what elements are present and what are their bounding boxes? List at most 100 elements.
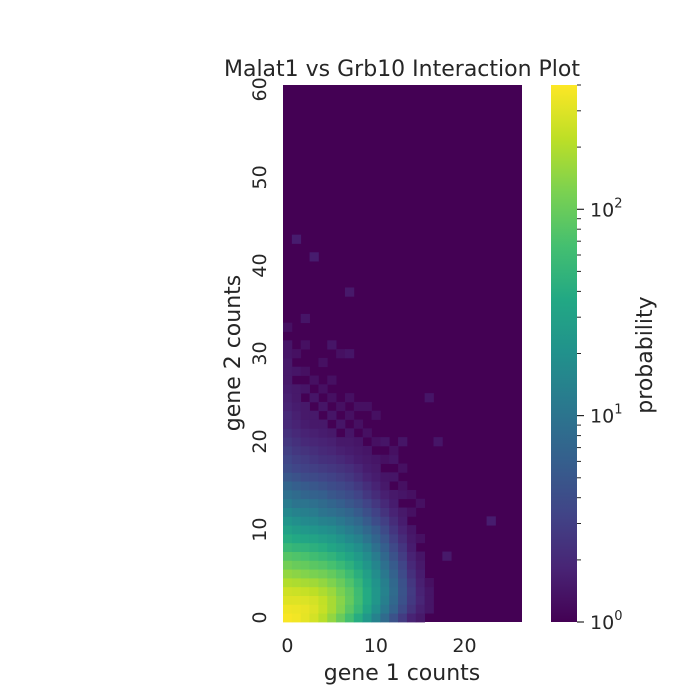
heatmap-cell	[309, 252, 319, 262]
heatmap-cell	[406, 569, 417, 579]
heatmap-cell	[336, 454, 346, 464]
heatmap-cell	[309, 481, 319, 491]
heatmap-cell	[389, 498, 399, 508]
heatmap-cell	[291, 234, 302, 244]
heatmap-cell	[300, 489, 310, 500]
heatmap-cell	[344, 516, 355, 526]
heatmap-cell	[353, 463, 364, 473]
heatmap-cell	[318, 595, 328, 605]
heatmap-cell	[398, 516, 408, 526]
heatmap-cell	[327, 498, 337, 508]
heatmap-cell	[309, 489, 319, 500]
heatmap-cell	[327, 560, 337, 570]
heatmap-cell	[283, 419, 293, 429]
heatmap-cell	[353, 586, 364, 596]
heatmap-cell	[327, 551, 337, 561]
heatmap-cell	[398, 542, 408, 552]
heatmap-cell	[318, 428, 328, 438]
heatmap-cell	[327, 393, 337, 403]
heatmap-cell	[344, 542, 355, 552]
heatmap-cell	[283, 577, 293, 588]
heatmap-cell	[283, 498, 293, 508]
heatmap-cell	[353, 445, 364, 456]
y-tick-label: 40	[249, 253, 271, 277]
heatmap-cell	[291, 419, 302, 429]
heatmap-cell	[283, 604, 293, 614]
heatmap-cell	[344, 428, 355, 438]
heatmap-cell	[318, 604, 328, 614]
heatmap-cell	[389, 507, 399, 517]
heatmap-cell	[318, 481, 328, 491]
heatmap-cell	[309, 419, 319, 429]
heatmap-cell	[291, 533, 302, 544]
heatmap-cell	[300, 507, 310, 517]
heatmap-cell	[398, 604, 408, 614]
heatmap-cell	[380, 560, 390, 570]
heatmap-cell	[353, 419, 364, 429]
heatmap-cell	[283, 551, 293, 561]
heatmap-cell	[309, 463, 319, 473]
heatmap-cell	[327, 507, 337, 517]
heatmap-cell	[371, 472, 381, 482]
heatmap-cell	[406, 613, 417, 623]
heatmap-cell	[406, 533, 417, 544]
heatmap-cell	[318, 489, 328, 500]
heatmap-cell	[318, 542, 328, 552]
x-tick-label: 0	[281, 635, 293, 657]
x-axis-ticks: 0 10 20	[281, 635, 476, 657]
heatmap-cell	[380, 507, 390, 517]
heatmap-cell	[283, 472, 293, 482]
heatmap-cell	[398, 481, 408, 491]
heatmap-cell	[371, 481, 381, 491]
heatmap-cell	[344, 604, 355, 614]
heatmap-cell	[362, 489, 372, 500]
heatmap-cell	[283, 542, 293, 552]
heatmap-cell	[371, 454, 381, 464]
y-tick-label: 50	[249, 165, 271, 189]
heatmap-cell	[415, 551, 426, 561]
heatmap-cell	[398, 507, 408, 517]
heatmap-cell	[389, 489, 399, 500]
heatmap-cell	[398, 489, 408, 500]
heatmap-cell	[318, 463, 328, 473]
heatmap-cell	[380, 525, 390, 535]
heatmap-cell	[353, 472, 364, 482]
heatmap-cell	[389, 560, 399, 570]
heatmap-cell	[344, 393, 355, 403]
heatmap-cell	[362, 604, 372, 614]
heatmap-cell	[283, 393, 293, 403]
heatmap-cell	[291, 516, 302, 526]
heatmap-cell	[344, 481, 355, 491]
heatmap-cell	[362, 401, 372, 412]
heatmap-cell	[300, 472, 310, 482]
heatmap-cell	[362, 551, 372, 561]
heatmap-cell	[344, 533, 355, 544]
colorbar-ticks: 100 101 102	[577, 84, 622, 634]
heatmap-cell	[353, 613, 364, 623]
heatmap-cell	[389, 595, 399, 605]
heatmap-cell	[371, 498, 381, 508]
heatmap-cell	[398, 613, 408, 623]
heatmap-cell	[353, 401, 364, 412]
heatmap-cell	[300, 595, 310, 605]
heatmap-cell	[344, 498, 355, 508]
heatmap-cell	[362, 525, 372, 535]
heatmap-cell	[318, 560, 328, 570]
heatmap-cell	[415, 595, 426, 605]
heatmap-cell	[344, 613, 355, 623]
heatmap-cell	[389, 472, 399, 482]
heatmap-cell	[291, 560, 302, 570]
heatmap-cell	[309, 445, 319, 456]
heatmap-cell	[353, 560, 364, 570]
heatmap-cell	[336, 498, 346, 508]
heatmap-cell	[371, 516, 381, 526]
heatmap-cell	[300, 604, 310, 614]
heatmap-cell	[291, 586, 302, 596]
heatmap-cell	[327, 613, 337, 623]
heatmap-cell	[291, 384, 302, 394]
heatmap-cell	[309, 586, 319, 596]
heatmap-cell	[389, 445, 399, 456]
heatmap-cell	[353, 454, 364, 464]
heatmap-cell	[406, 560, 417, 570]
heatmap-cell	[291, 472, 302, 482]
